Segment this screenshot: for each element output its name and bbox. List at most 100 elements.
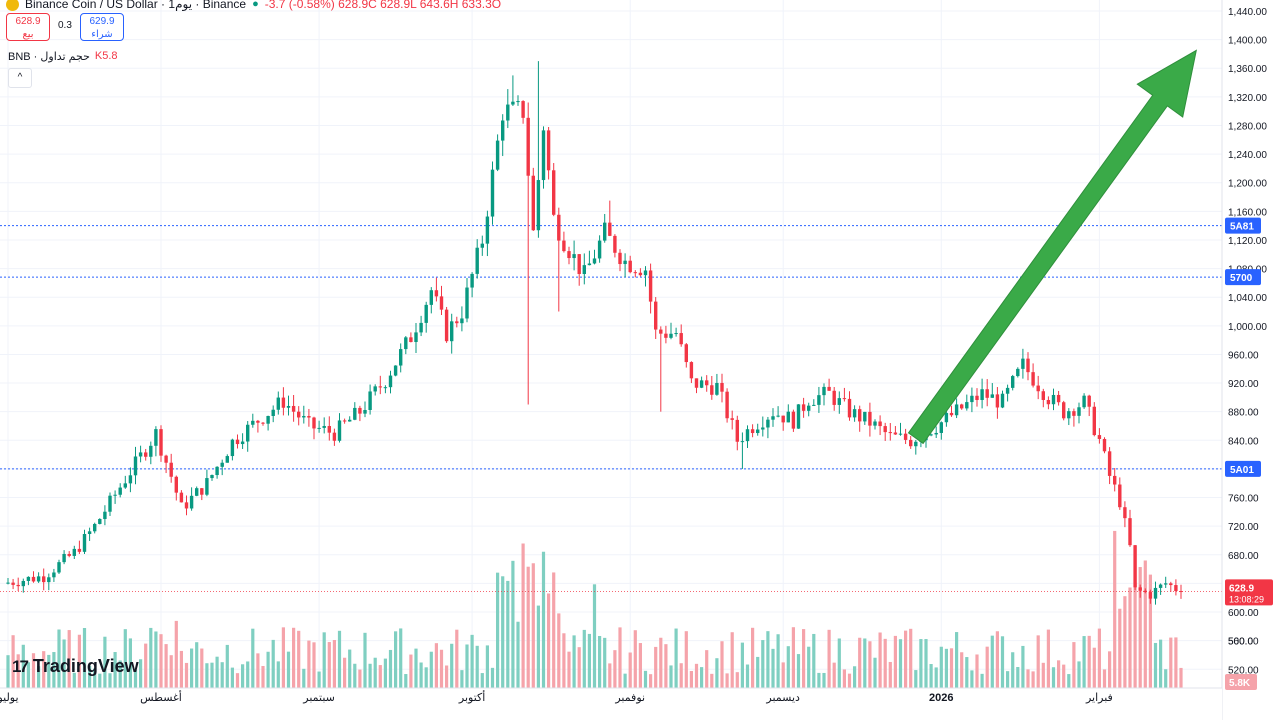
volume-bar bbox=[649, 674, 653, 688]
candle-body bbox=[455, 321, 459, 324]
eye-icon[interactable]: ● bbox=[252, 0, 259, 10]
volume-bar bbox=[1169, 637, 1173, 688]
candle-body bbox=[613, 235, 617, 253]
price-tick-label: 880.00 bbox=[1228, 408, 1259, 419]
volume-bar bbox=[455, 629, 459, 688]
buy-button[interactable]: 629.9 شراء bbox=[80, 13, 124, 41]
candle-body bbox=[1123, 507, 1127, 519]
candle-body bbox=[557, 214, 561, 241]
sell-button[interactable]: 628.9 بيع bbox=[6, 13, 50, 41]
volume-label: BNB · حجم تداول bbox=[8, 51, 90, 63]
volume-bar bbox=[358, 669, 362, 688]
price-tick-label: 520.00 bbox=[1228, 665, 1259, 676]
candle-body bbox=[424, 304, 428, 323]
volume-bar bbox=[521, 543, 525, 688]
volume-bar bbox=[1077, 661, 1081, 688]
volume-last-label: 5.8K bbox=[1229, 678, 1251, 689]
price-tick-label: 1,000.00 bbox=[1228, 322, 1267, 333]
candle-body bbox=[750, 429, 755, 434]
volume-bar bbox=[169, 655, 173, 688]
volume-bar bbox=[139, 659, 143, 688]
candle-body bbox=[852, 409, 857, 418]
volume-bar bbox=[638, 643, 642, 688]
candle-body bbox=[679, 333, 683, 345]
volume-bar bbox=[1046, 629, 1050, 688]
candle-body bbox=[475, 247, 479, 274]
volume-bar bbox=[888, 661, 892, 688]
volume-bar bbox=[628, 652, 632, 688]
candle-body bbox=[1021, 358, 1025, 369]
candle-body bbox=[944, 412, 949, 423]
volume-bar bbox=[1143, 560, 1147, 688]
volume-tick-label: 500.0 bbox=[1228, 636, 1253, 647]
volume-bar bbox=[419, 662, 423, 688]
volume-bar bbox=[348, 649, 352, 688]
collapse-legend-button[interactable]: ^ bbox=[8, 68, 32, 88]
volume-bar bbox=[689, 671, 693, 688]
candle-body bbox=[317, 427, 321, 429]
candle-body bbox=[184, 502, 189, 509]
volume-bar bbox=[598, 635, 602, 688]
volume-bar bbox=[480, 673, 484, 688]
candle-body bbox=[1000, 393, 1005, 408]
volume-bar bbox=[990, 635, 994, 688]
symbol-title[interactable]: Binance Coin / US Dollar · 1يوم · Binanc… bbox=[25, 0, 247, 11]
candle-body bbox=[419, 322, 423, 333]
candle-body bbox=[1026, 358, 1030, 373]
volume-bar bbox=[745, 664, 750, 688]
candle-body bbox=[67, 553, 71, 556]
volume-bar bbox=[679, 663, 683, 688]
volume-bar bbox=[343, 657, 347, 688]
volume-bar bbox=[337, 630, 342, 688]
candle-body bbox=[618, 252, 622, 265]
symbol-legend[interactable]: Binance Coin / US Dollar · 1يوم · Binanc… bbox=[6, 0, 501, 12]
tradingview-watermark[interactable]: 17 TradingView bbox=[12, 656, 139, 677]
volume-bar bbox=[939, 646, 943, 688]
candle-body bbox=[368, 391, 372, 410]
candle-body bbox=[1133, 545, 1137, 588]
volume-bar bbox=[184, 662, 189, 688]
volume-bar bbox=[985, 646, 989, 688]
candle-body bbox=[1164, 583, 1168, 585]
candle-body bbox=[648, 270, 653, 302]
candle-body bbox=[133, 456, 138, 476]
candle-body bbox=[480, 243, 484, 248]
candle-body bbox=[526, 117, 530, 176]
volume-bar bbox=[501, 576, 505, 688]
volume-bar bbox=[705, 650, 709, 688]
volume-bar bbox=[980, 673, 984, 688]
volume-bar bbox=[608, 663, 612, 688]
volume-bar bbox=[1021, 645, 1025, 688]
candle-body bbox=[21, 580, 25, 587]
volume-bar bbox=[949, 648, 954, 688]
volume-bar bbox=[118, 660, 122, 688]
volume-bar bbox=[332, 640, 336, 688]
candle-body bbox=[342, 420, 347, 422]
volume-bar bbox=[796, 654, 801, 688]
volume-bar bbox=[1051, 667, 1056, 688]
candle-body bbox=[11, 582, 15, 585]
candle-body bbox=[332, 432, 337, 441]
candle-body bbox=[1005, 387, 1010, 394]
volume-bar bbox=[883, 638, 887, 688]
volume-bar bbox=[490, 667, 495, 688]
price-tick-label: 1,200.00 bbox=[1228, 179, 1267, 190]
volume-bar bbox=[16, 654, 20, 688]
volume-bar bbox=[807, 646, 811, 688]
volume-bar bbox=[460, 670, 464, 688]
candle-body bbox=[577, 254, 581, 275]
volume-bar bbox=[210, 662, 214, 688]
candle-body bbox=[1011, 376, 1015, 388]
volume-bar bbox=[1092, 647, 1096, 688]
volume-bar bbox=[511, 560, 515, 688]
volume-bar bbox=[363, 632, 367, 688]
volume-legend[interactable]: BNB · حجم تداول K5.8 bbox=[8, 50, 118, 63]
volume-bar bbox=[31, 653, 36, 688]
candle-body bbox=[77, 548, 82, 552]
price-tick-label: 560.00 bbox=[1228, 637, 1259, 648]
candle-body bbox=[1138, 587, 1142, 591]
volume-bar bbox=[88, 665, 92, 688]
candle-body bbox=[1092, 406, 1096, 436]
